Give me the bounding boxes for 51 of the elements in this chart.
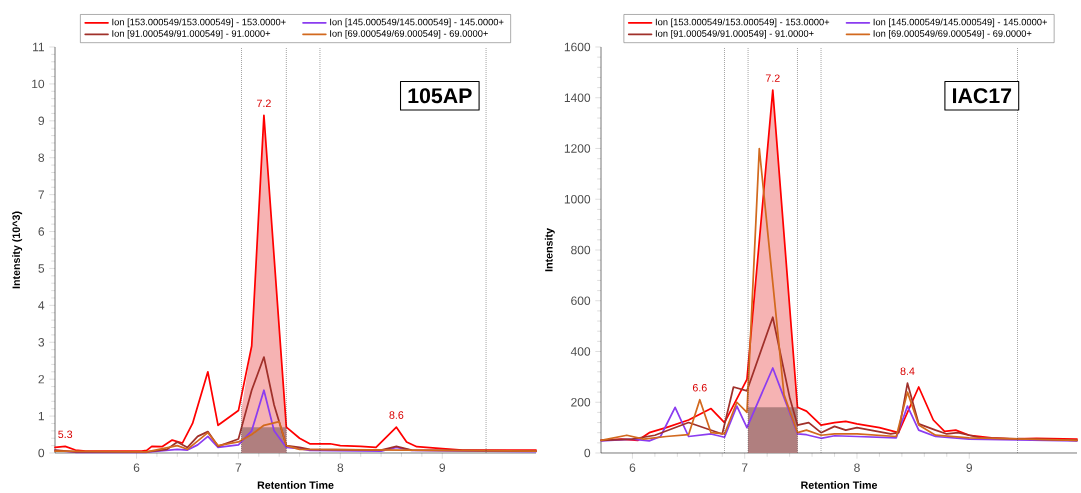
x-axis-title: Retention Time	[257, 481, 334, 489]
y-tick-label: 9	[38, 116, 45, 126]
x-tick-label: 8	[337, 463, 344, 472]
y-tick-label: 1	[38, 411, 45, 421]
y-tick-label: 1200	[564, 144, 591, 153]
annotation: 5.3	[58, 430, 73, 439]
y-tick-label: 1600	[564, 42, 591, 52]
y-tick-label: 11	[33, 42, 45, 52]
y-tick-label: 1400	[564, 93, 591, 102]
legend-label: Ion [153.000549/153.000549] - 153.0000+	[655, 18, 830, 28]
x-tick-label: 6	[133, 463, 140, 472]
legend-label: Ion [145.000549/145.000549] - 145.0000+	[330, 18, 504, 28]
annotation: 7.2	[765, 74, 780, 82]
x-tick-label: 7	[741, 463, 748, 472]
annotation: IAC17	[953, 88, 1012, 104]
x-tick-label: 8	[854, 463, 860, 472]
annotation: 8.4	[900, 367, 915, 375]
legend-label: Ion [91.000549/91.000549] - 91.0000+	[655, 29, 814, 39]
y-tick-label: 4	[38, 301, 45, 310]
x-axis-title: Retention Time	[801, 481, 878, 489]
annotation: 105AP	[408, 88, 472, 104]
annotation: 7.2	[257, 99, 271, 108]
y-tick-label: 1000	[564, 194, 591, 204]
y-tick-label: 400	[570, 347, 591, 356]
y-tick-label: 5	[38, 264, 45, 273]
line-series	[600, 367, 1078, 442]
y-tick-label: 7	[38, 190, 44, 199]
x-tick-label: 6	[629, 463, 636, 472]
x-tick-label: 9	[439, 463, 446, 472]
y-tick-label: 800	[571, 245, 591, 255]
y-tick-label: 0	[38, 448, 45, 458]
x-tick-label: 7	[235, 463, 242, 472]
legend-label: Ion [145.000549/145.000549] - 145.0000+	[873, 18, 1047, 28]
legend-label: Ion [153.000549/153.000549] - 153.0000+	[112, 18, 286, 28]
legend-label: Ion [69.000549/69.000549] - 69.0000+	[330, 29, 488, 39]
y-tick-label: 0	[584, 448, 591, 458]
legend-label: Ion [91.000549/91.000549] - 91.0000+	[112, 29, 271, 39]
y-tick-label: 2	[38, 374, 44, 384]
y-tick-label: 3	[38, 338, 45, 347]
y-tick-label: 600	[571, 296, 591, 305]
line-series	[600, 147, 1078, 442]
legend-label: Ion [69.000549/69.000549] - 69.0000+	[873, 29, 1032, 39]
y-axis-title: Intensity (10^3)	[12, 211, 23, 289]
x-tick-label: 9	[966, 463, 973, 472]
y-tick-label: 10	[32, 79, 45, 89]
y-tick-label: 8	[38, 153, 45, 162]
y-tick-label: 6	[38, 227, 45, 236]
y-tick-label: 200	[571, 398, 591, 407]
annotation: 6.6	[692, 383, 707, 392]
annotation: 8.6	[389, 411, 404, 419]
y-axis-title: Intensity	[544, 228, 555, 272]
